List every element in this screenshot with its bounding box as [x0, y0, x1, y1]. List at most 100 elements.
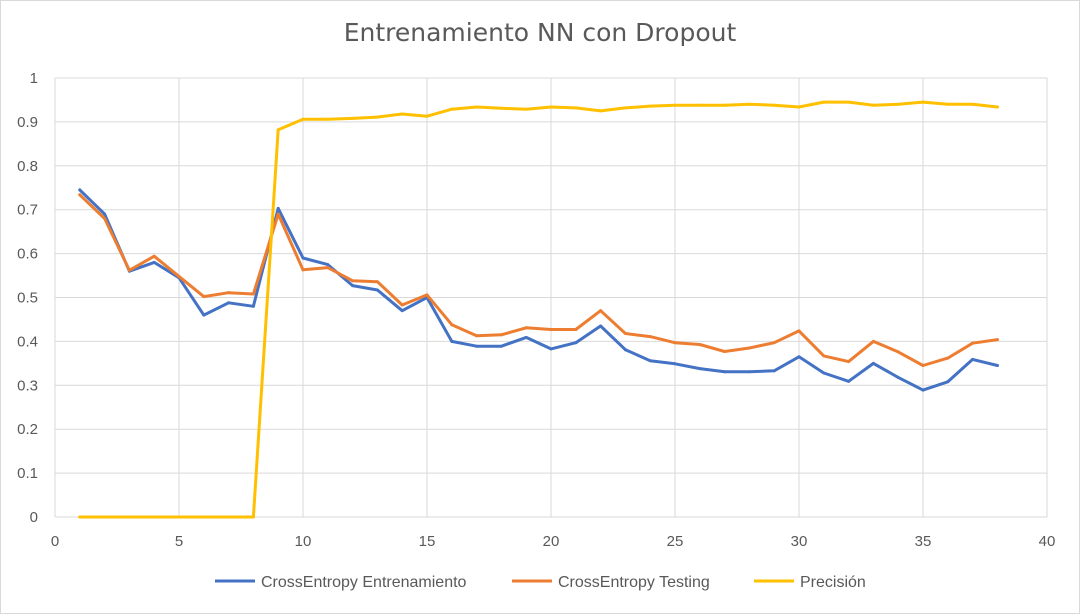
data-point — [896, 350, 900, 354]
chart-title: Entrenamiento NN con Dropout — [343, 18, 737, 47]
data-point — [797, 355, 801, 359]
data-point — [524, 335, 528, 339]
gridlines — [54, 77, 1048, 518]
data-point — [499, 106, 503, 110]
data-point — [400, 112, 404, 116]
legend-label: Precisión — [800, 574, 866, 591]
x-tick-label: 35 — [915, 533, 932, 550]
y-tick-label: 0.7 — [17, 202, 38, 219]
data-point — [896, 375, 900, 379]
data-point — [475, 344, 479, 348]
data-point — [301, 117, 305, 121]
data-point — [152, 515, 156, 519]
data-point — [202, 313, 206, 317]
series-lines — [78, 100, 999, 519]
data-point — [251, 292, 255, 296]
data-point — [524, 326, 528, 330]
data-point — [599, 309, 603, 313]
data-point — [648, 104, 652, 108]
data-point — [599, 109, 603, 113]
data-point — [524, 107, 528, 111]
data-point — [822, 371, 826, 375]
data-point — [921, 100, 925, 104]
data-point — [450, 107, 454, 111]
data-point — [871, 339, 875, 343]
x-tick-label: 0 — [51, 533, 59, 550]
y-tick-label: 0.2 — [17, 421, 38, 438]
data-point — [301, 268, 305, 272]
data-point — [202, 515, 206, 519]
data-point — [351, 279, 355, 283]
data-point — [103, 212, 107, 216]
data-point — [673, 341, 677, 345]
data-point — [995, 105, 999, 109]
data-point — [127, 515, 131, 519]
data-point — [400, 303, 404, 307]
data-point — [871, 103, 875, 107]
data-point — [276, 128, 280, 132]
data-point — [301, 256, 305, 260]
data-point — [896, 102, 900, 106]
data-point — [152, 260, 156, 264]
data-point — [276, 206, 280, 210]
y-tick-label: 0.8 — [17, 158, 38, 175]
data-point — [549, 328, 553, 332]
data-point — [499, 333, 503, 337]
data-point — [78, 188, 82, 192]
data-point — [797, 329, 801, 333]
x-tick-label: 5 — [175, 533, 183, 550]
data-point — [623, 106, 627, 110]
data-point — [574, 106, 578, 110]
data-point — [276, 212, 280, 216]
data-point — [971, 341, 975, 345]
data-point — [450, 339, 454, 343]
data-point — [822, 100, 826, 104]
y-tick-label: 0.5 — [17, 290, 38, 307]
y-tick-label: 0.3 — [17, 377, 38, 394]
series-line-1 — [78, 188, 999, 392]
data-point — [673, 362, 677, 366]
x-tick-label: 30 — [791, 533, 808, 550]
y-tick-label: 0.6 — [17, 246, 38, 263]
data-point — [450, 323, 454, 327]
data-point — [971, 102, 975, 106]
data-point — [351, 284, 355, 288]
data-point — [425, 293, 429, 297]
data-point — [946, 380, 950, 384]
data-point — [723, 103, 727, 107]
data-point — [375, 280, 379, 284]
data-point — [847, 360, 851, 364]
legend: CrossEntropy Entrenamiento CrossEntropy T… — [215, 574, 866, 591]
y-tick-label: 1 — [30, 70, 38, 87]
data-point — [921, 364, 925, 368]
data-point — [326, 263, 330, 267]
data-point — [871, 361, 875, 365]
data-point — [227, 515, 231, 519]
y-tick-label: 0.9 — [17, 114, 38, 131]
data-point — [574, 328, 578, 332]
data-point — [599, 324, 603, 328]
data-point — [103, 216, 107, 220]
data-point — [326, 266, 330, 270]
data-point — [971, 357, 975, 361]
data-point — [747, 370, 751, 374]
y-axis-ticks: 0 0.1 0.2 0.3 0.4 0.5 0.6 0.7 0.8 0.9 1 — [17, 70, 38, 526]
data-point — [747, 102, 751, 106]
data-point — [747, 346, 751, 350]
data-point — [797, 105, 801, 109]
data-point — [549, 347, 553, 351]
legend-label: CrossEntropy Entrenamiento — [261, 574, 467, 591]
data-point — [723, 349, 727, 353]
x-tick-label: 15 — [419, 533, 436, 550]
data-point — [723, 370, 727, 374]
data-point — [921, 388, 925, 392]
data-point — [946, 356, 950, 360]
data-point — [425, 114, 429, 118]
data-point — [847, 100, 851, 104]
data-point — [995, 338, 999, 342]
data-point — [574, 341, 578, 345]
data-point — [251, 304, 255, 308]
data-point — [103, 515, 107, 519]
data-point — [78, 193, 82, 197]
